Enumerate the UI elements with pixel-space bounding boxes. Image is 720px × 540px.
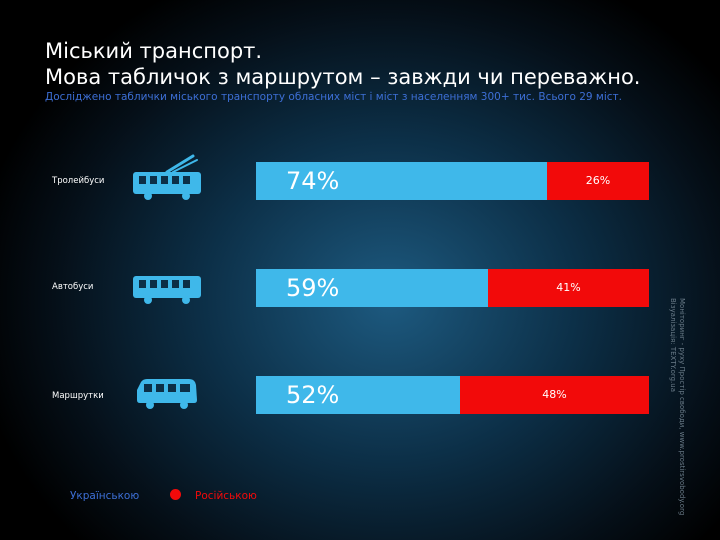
trolleybus-icon [133, 154, 201, 200]
legend-entry-russian: Російською [195, 490, 257, 502]
data-label-ukrainian-minibus: 52% [286, 381, 340, 409]
category-label-bus: Автобуси [52, 282, 94, 292]
category-label-trolleybus: Тролейбуси [52, 176, 105, 186]
bar-minibus: 52% 48% [256, 376, 649, 414]
bar-segment-russian-bus: 41% [488, 269, 649, 307]
data-label-ukrainian-bus: 59% [286, 274, 340, 302]
data-label-russian-minibus: 48% [542, 388, 567, 401]
bar-segment-ukrainian-bus: 59% [256, 269, 488, 307]
bus-icon [133, 276, 201, 304]
data-label-ukrainian-trolleybus: 74% [286, 167, 340, 195]
chart-subtitle: Досліджено таблички міського транспорту … [45, 91, 622, 103]
source-note: Моніторинг - руху Простір свободи, www.p… [668, 298, 686, 516]
minibus-icon [137, 379, 197, 409]
bar-segment-russian-minibus: 48% [460, 376, 649, 414]
title-line-2: Мова табличок з маршрутом – завжди чи пе… [45, 65, 641, 89]
legend-marker-russian [170, 489, 181, 500]
category-label-minibus: Маршрутки [52, 391, 104, 401]
title-line-1: Міський транспорт. [45, 39, 263, 63]
bar-segment-russian-trolleybus: 26% [547, 162, 649, 200]
data-label-russian-bus: 41% [556, 281, 581, 294]
source-note-line-1: Моніторинг - руху Простір свободи, www.p… [678, 298, 686, 516]
chart-title: Міський транспорт. Мова табличок з маршр… [45, 38, 640, 90]
bar-segment-ukrainian-minibus: 52% [256, 376, 460, 414]
bar-bus: 59% 41% [256, 269, 649, 307]
bar-trolleybus: 74% 26% [256, 162, 649, 200]
data-label-russian-trolleybus: 26% [585, 174, 611, 187]
legend-entry-ukrainian: Українською [70, 490, 140, 502]
bar-segment-ukrainian-trolleybus: 74% [256, 162, 547, 200]
source-note-line-2: Візуалізація: TEXTY.org.ua [669, 298, 677, 392]
